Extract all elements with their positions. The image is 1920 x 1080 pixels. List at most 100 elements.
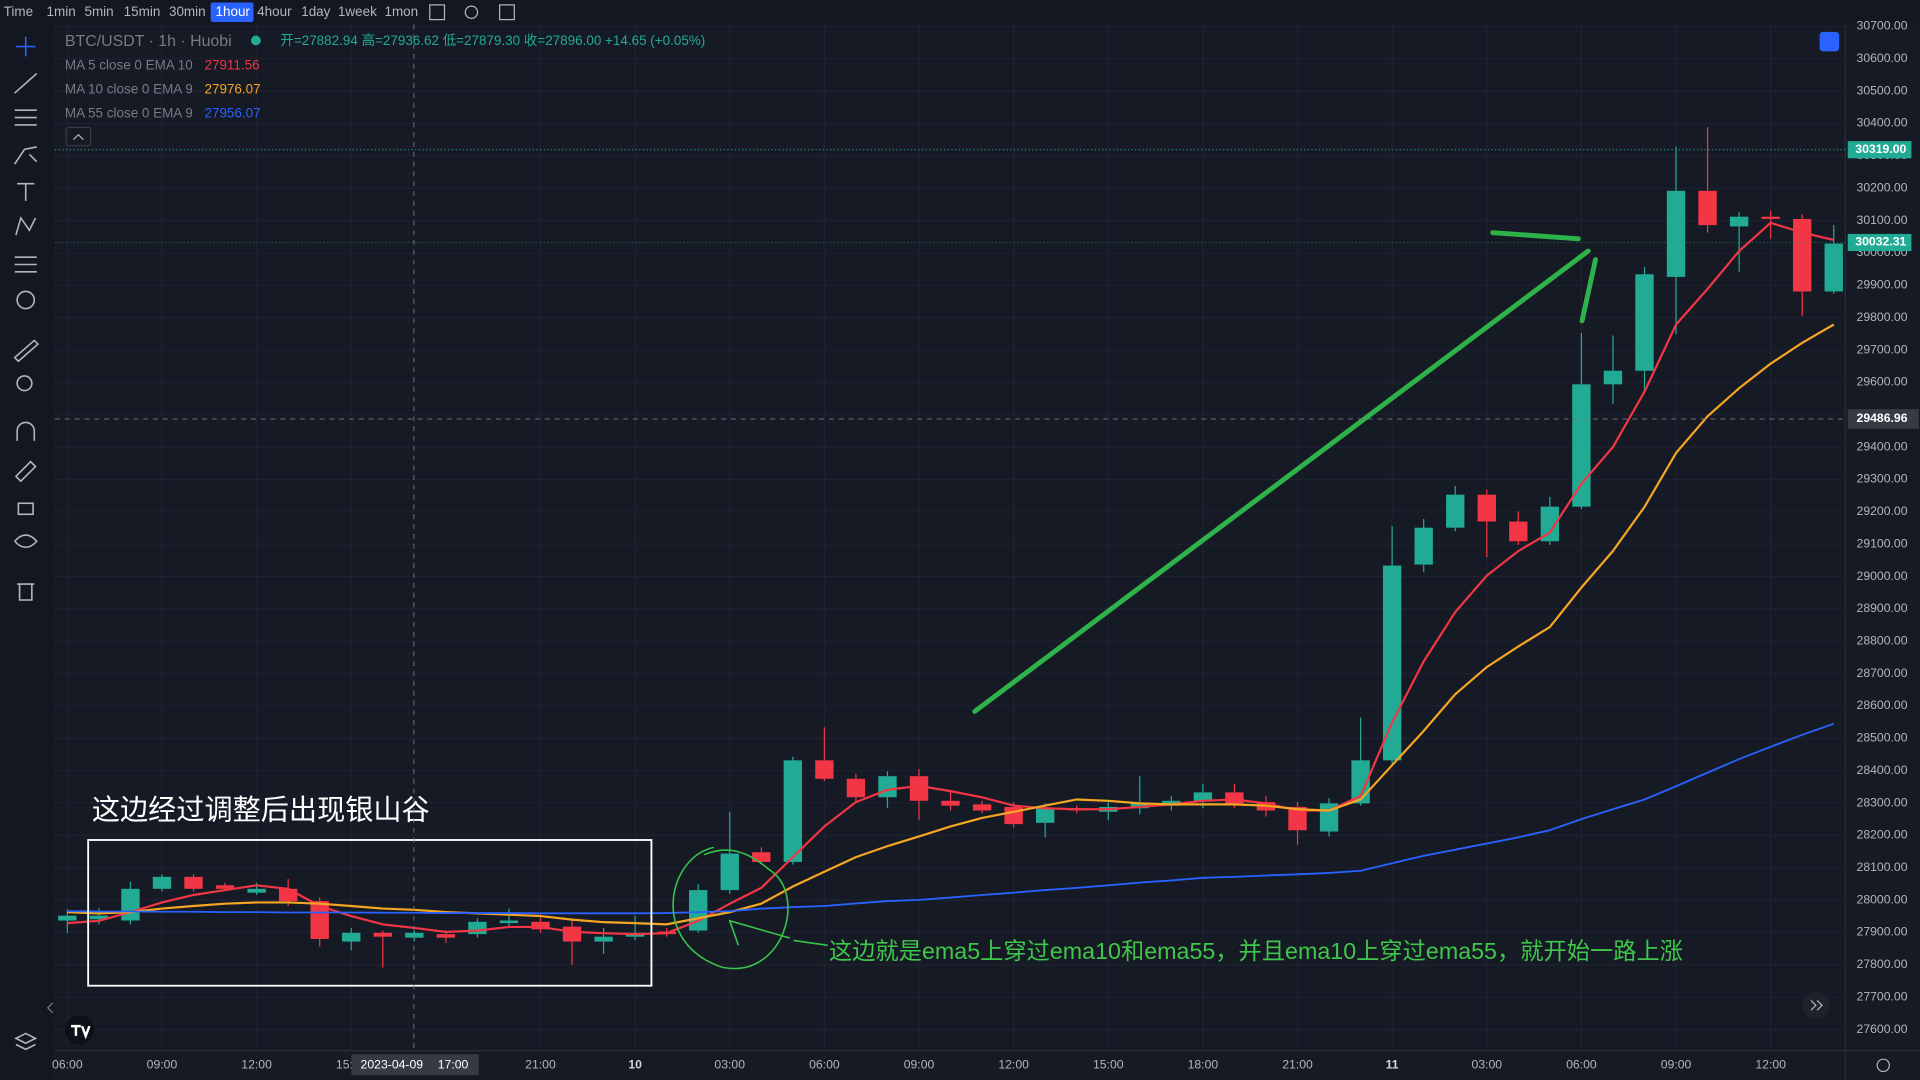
fib-tool[interactable] xyxy=(14,109,37,126)
lock-tool[interactable] xyxy=(17,502,34,516)
candle-body xyxy=(310,901,329,939)
candle-body xyxy=(815,760,834,779)
legend-value: 27976.07 xyxy=(204,82,260,97)
ruler-tool[interactable] xyxy=(13,339,40,363)
candle-body xyxy=(1446,494,1465,528)
interval-button[interactable]: 4hour xyxy=(257,4,292,19)
annotation-arrow xyxy=(1490,230,1581,242)
candle-body xyxy=(1225,792,1244,804)
candle-body xyxy=(1729,216,1749,227)
candle-body xyxy=(1635,274,1654,371)
candle-body xyxy=(1540,506,1560,542)
settings-button[interactable] xyxy=(1819,31,1840,52)
logo xyxy=(64,1015,95,1045)
drawing-tools[interactable] xyxy=(13,36,40,1051)
y-tick-label: 28500.00 xyxy=(1857,731,1908,745)
interval-button[interactable]: 1day xyxy=(301,4,330,19)
x-tick-label: 03:00 xyxy=(714,1058,745,1072)
hide-tool[interactable] xyxy=(14,534,38,549)
y-tick-label: 30200.00 xyxy=(1857,180,1908,194)
interval-button[interactable]: 1hour xyxy=(216,4,251,19)
plot xyxy=(58,127,1843,968)
interval-button[interactable]: 5min xyxy=(84,4,113,19)
candle-body xyxy=(1193,792,1213,801)
candle-body xyxy=(909,776,929,801)
candle-body xyxy=(531,921,550,930)
x-tick-label: 12:00 xyxy=(998,1058,1029,1072)
interval-button[interactable]: 1min xyxy=(47,4,76,19)
y-tick-label: 27700.00 xyxy=(1857,989,1908,1003)
price-label: 30032.31 xyxy=(1855,235,1906,249)
y-tick-label: 29700.00 xyxy=(1857,342,1908,356)
zoom-tool[interactable] xyxy=(16,375,33,392)
logo-glyph xyxy=(71,1024,91,1040)
toolbar-bg xyxy=(0,0,1920,25)
pattern-tool[interactable] xyxy=(15,216,37,236)
y-tick-label: 30700.00 xyxy=(1857,19,1908,33)
candle-body xyxy=(215,885,235,889)
x-tick-label: 12:00 xyxy=(241,1058,272,1072)
annotation-text: 这边就是ema5上穿过ema10和ema55，并且ema10上穿过ema55，就… xyxy=(829,938,1683,964)
status-dot xyxy=(251,35,261,46)
legend-name: MA 5 close 0 EMA 10 xyxy=(65,58,193,73)
y-tick-label: 28800.00 xyxy=(1857,633,1908,647)
candle-body xyxy=(783,760,803,862)
layers-tool[interactable] xyxy=(14,1032,38,1051)
scroll-left[interactable] xyxy=(46,1002,54,1014)
prediction-tool[interactable] xyxy=(14,256,37,273)
candle-body xyxy=(499,920,519,924)
price-label: 30319.00 xyxy=(1855,142,1906,156)
x-tick-label: 09:00 xyxy=(1661,1058,1692,1072)
delete-tool[interactable] xyxy=(17,583,35,601)
y-tick-label: 29600.00 xyxy=(1857,375,1908,389)
ema-line xyxy=(67,722,1835,915)
candle-body xyxy=(878,776,897,798)
candle-body xyxy=(1162,800,1181,806)
brush-tool[interactable] xyxy=(14,146,38,165)
y-tick-label: 29200.00 xyxy=(1857,504,1908,518)
interval-button[interactable]: 15min xyxy=(124,4,161,19)
annotation-text: 这边经过调整后出现银山谷 xyxy=(92,794,430,825)
interval-button[interactable]: 1mon xyxy=(384,4,418,19)
icon-tool[interactable] xyxy=(16,290,36,310)
screenshot-icon[interactable] xyxy=(498,4,515,21)
x-tick-label: 21:00 xyxy=(1282,1058,1313,1072)
candle-body xyxy=(1793,218,1812,292)
candle-body xyxy=(1477,494,1496,522)
trend-tool[interactable] xyxy=(14,72,38,94)
x-tick-label: 03:00 xyxy=(1471,1058,1502,1072)
x-tick-label: 15:00 xyxy=(1093,1058,1124,1072)
magnet-tool[interactable] xyxy=(16,421,36,441)
interval-button[interactable]: 1week xyxy=(338,4,377,19)
candle-body xyxy=(342,932,361,942)
settings-icon[interactable] xyxy=(464,5,479,19)
y-tick-label: 29300.00 xyxy=(1857,472,1908,486)
candle-body xyxy=(405,932,424,938)
y-tick-label: 27900.00 xyxy=(1857,925,1908,939)
axis-settings[interactable] xyxy=(1876,1058,1890,1073)
y-tick-label: 30500.00 xyxy=(1857,83,1908,97)
active-interval-bg xyxy=(210,2,254,23)
candle-body xyxy=(752,852,771,862)
candle-body xyxy=(184,876,203,889)
candle-body xyxy=(1288,806,1307,831)
y-tick-label: 27800.00 xyxy=(1857,957,1908,971)
x-tick-label: 09:00 xyxy=(904,1058,935,1072)
lock-draw-tool[interactable] xyxy=(14,460,37,483)
candle-body xyxy=(972,804,992,811)
x-tick-label: 11 xyxy=(1386,1058,1399,1072)
candle-body xyxy=(152,876,172,889)
candle-body xyxy=(468,921,487,935)
candle-body xyxy=(1351,760,1370,804)
indicator-icon[interactable] xyxy=(429,4,446,21)
interval-button[interactable]: 30min xyxy=(169,4,206,19)
text-tool[interactable] xyxy=(17,182,35,201)
interval-button[interactable]: Time xyxy=(4,4,33,19)
candle-body xyxy=(1824,243,1843,292)
x-tick-label: 06:00 xyxy=(809,1058,840,1072)
legend-name: MA 10 close 0 EMA 9 xyxy=(65,82,193,97)
collapse-button[interactable] xyxy=(65,126,92,147)
crosshair-tool[interactable] xyxy=(15,36,36,57)
candle-body xyxy=(1698,190,1717,226)
